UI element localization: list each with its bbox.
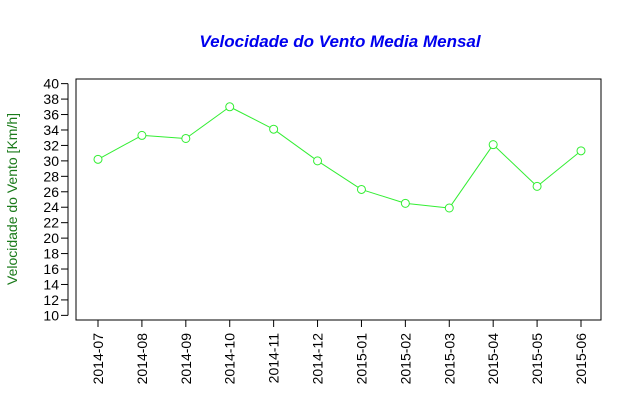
data-point (137, 130, 147, 140)
y-tick-label: 34 (43, 122, 59, 138)
series-line-segment (320, 162, 359, 188)
y-tick-label: 10 (43, 307, 59, 323)
y-tick-label: 40 (43, 76, 59, 92)
x-tick-label: 2014-11 (266, 333, 282, 384)
x-tick-label: 2015-04 (485, 333, 501, 385)
series-layer (93, 102, 586, 213)
data-point (400, 198, 410, 208)
series-line-segment (276, 131, 315, 159)
y-tick-label: 36 (43, 107, 59, 123)
y-tick-label: 12 (43, 292, 59, 308)
data-point (532, 181, 542, 191)
y-axis-label: Velocidade do Vento [Km/h] (4, 113, 20, 285)
x-tick-label: 2014-08 (134, 333, 150, 385)
data-point (576, 146, 586, 156)
series-line-segment (188, 108, 227, 137)
data-point (269, 124, 279, 134)
series-line-segment (145, 135, 182, 139)
y-tick-label: 20 (43, 230, 59, 246)
y-tick-label: 30 (43, 153, 59, 169)
data-point (444, 203, 454, 213)
y-tick-label: 32 (43, 137, 59, 153)
chart-title: Velocidade do Vento Media Mensal (199, 32, 481, 51)
x-tick-label: 2014-10 (222, 333, 238, 385)
x-tick-label: 2015-01 (353, 333, 369, 385)
data-point (225, 102, 235, 112)
y-tick-label: 24 (43, 199, 59, 215)
data-point (488, 140, 498, 150)
series-line-segment (495, 147, 535, 184)
y-tick-label: 14 (43, 276, 59, 292)
x-tick-label: 2014-12 (310, 333, 326, 385)
data-point (93, 154, 103, 164)
y-tick-label: 22 (43, 215, 59, 231)
data-point (356, 184, 366, 194)
y-tick-label: 18 (43, 246, 59, 262)
data-point (181, 133, 191, 143)
y-tick-label: 28 (43, 168, 59, 184)
series-line-segment (365, 190, 402, 203)
series-line-segment (409, 203, 446, 209)
x-tick-label: 2015-03 (441, 333, 457, 385)
y-tick-label: 26 (43, 184, 59, 200)
plot-area-frame (75, 78, 602, 321)
series-line-segment (451, 147, 492, 205)
x-tick-label: 2014-09 (178, 333, 194, 385)
x-tick-label: 2015-05 (529, 333, 545, 385)
x-tick-label: 2015-06 (573, 333, 589, 385)
x-tick-label: 2014-07 (90, 333, 106, 385)
y-tick-label: 16 (43, 261, 59, 277)
series-line-segment (539, 152, 579, 185)
series-line-segment (101, 136, 139, 158)
series-line-segment (233, 108, 271, 128)
y-tick-label: 38 (43, 91, 59, 107)
data-point (313, 156, 323, 166)
x-axis: 2014-07 2014-08 2014-09 2014-10 2014-11 2014-… (90, 319, 589, 385)
x-tick-label: 2015-02 (397, 333, 413, 385)
